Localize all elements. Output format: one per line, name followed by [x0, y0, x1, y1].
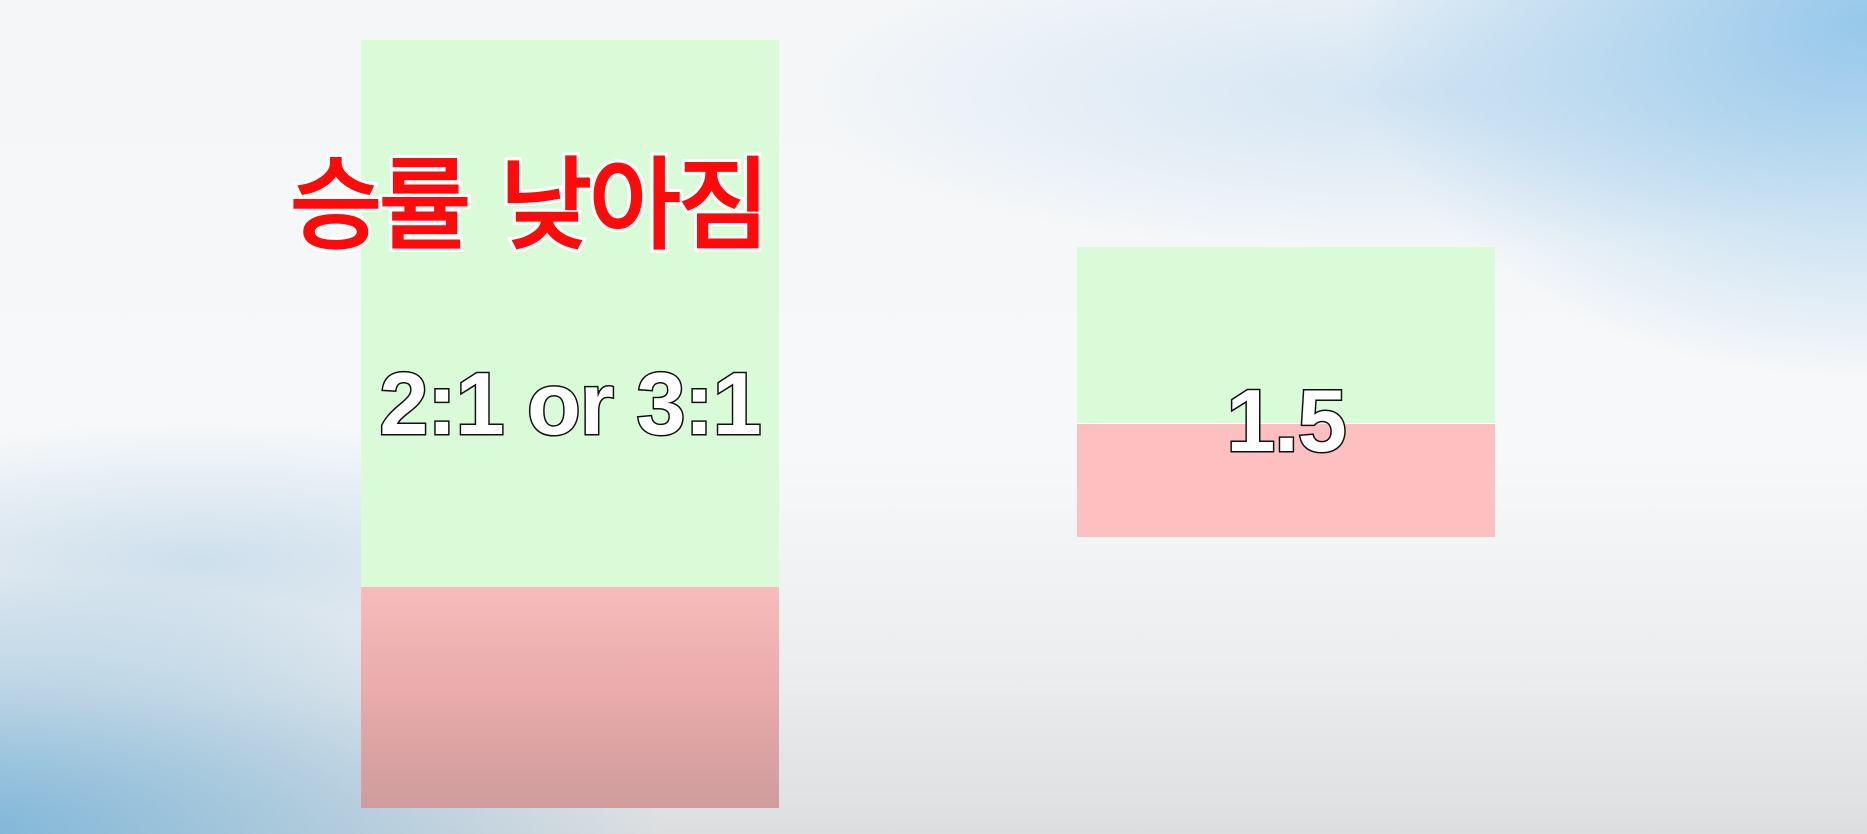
left-risk-reward-box: 2:1 or 3:1 [361, 40, 779, 808]
right-risk-zone [1077, 424, 1495, 537]
right-reward-zone [1077, 247, 1495, 424]
right-risk-reward-box: 1.5 [1077, 247, 1495, 537]
right-ratio-label: 1.5 [1225, 371, 1348, 470]
left-ratio-label: 2:1 or 3:1 [378, 354, 763, 453]
left-reward-zone [361, 40, 779, 587]
win-rate-lower-headline: 승률 낮아짐 [287, 147, 773, 264]
left-risk-zone [361, 587, 779, 808]
